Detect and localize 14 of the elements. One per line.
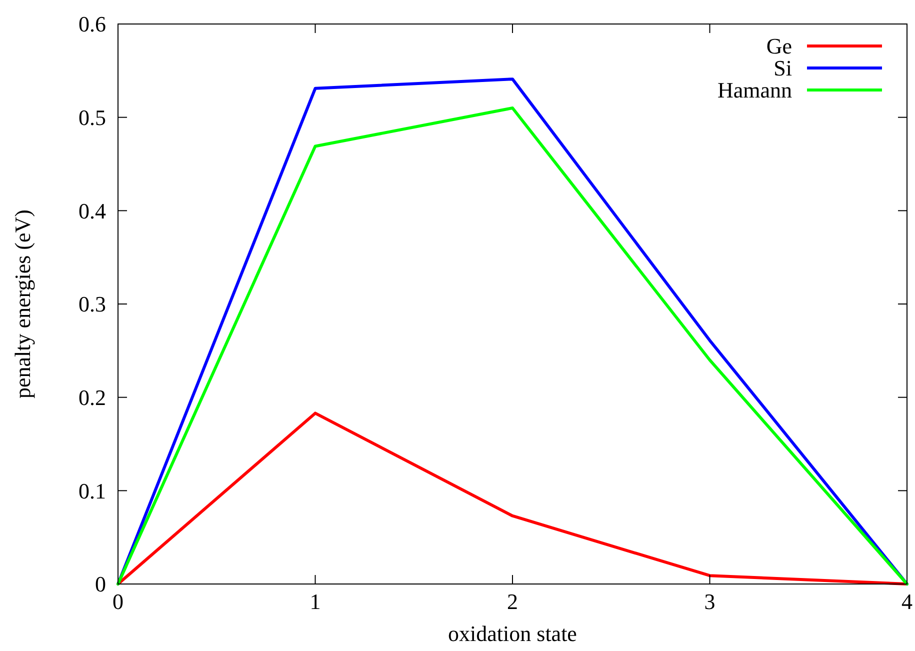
y-tick-label: 0.4: [78, 198, 106, 224]
x-tick-label: 0: [112, 589, 124, 614]
y-tick-label: 0.5: [78, 105, 106, 130]
y-tick-label: 0.3: [78, 292, 106, 317]
x-tick-label: 1: [310, 589, 321, 614]
x-tick-label: 2: [507, 589, 518, 614]
y-axis-title: penalty energies (eV): [10, 210, 35, 398]
y-tick-label: 0.2: [78, 385, 106, 410]
x-tick-label: 4: [902, 589, 912, 614]
x-axis-title: oxidation state: [448, 621, 577, 646]
x-tick-label: 3: [704, 589, 716, 614]
y-tick-label: 0.6: [78, 12, 106, 37]
y-tick-label: 0.1: [78, 478, 106, 504]
y-tick-label: 0: [95, 572, 106, 597]
